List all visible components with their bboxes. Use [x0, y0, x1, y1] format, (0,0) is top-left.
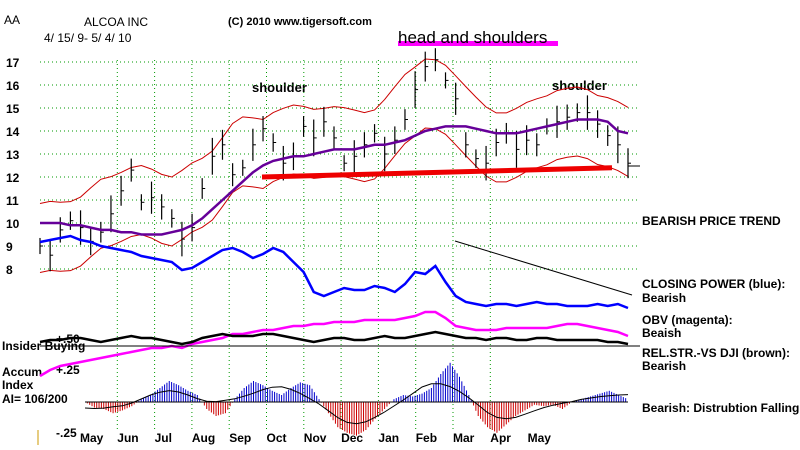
price-tick-label: 12: [6, 171, 20, 185]
month-label: Jan: [378, 431, 399, 445]
month-label: May: [528, 431, 552, 445]
accum-label-line-2: Index: [2, 378, 34, 392]
neckline: [261, 165, 613, 180]
moving-average-line: [40, 118, 629, 236]
month-label: Jun: [117, 431, 138, 445]
rel-strength-line: [39, 330, 629, 346]
rel-strength-label: REL.STR.-VS DJI (brown):: [642, 346, 790, 360]
month-label: Mar: [453, 431, 475, 445]
price-tick-label: 15: [6, 102, 20, 116]
price-tick-label: 13: [6, 148, 20, 162]
month-label: Nov: [304, 431, 327, 445]
price-tick-label: 16: [6, 79, 20, 93]
price-axis: 17 16 15 14 13 12 11 10 9 8: [6, 56, 20, 277]
month-label: Jul: [155, 431, 172, 445]
closing-power-trendline: [454, 240, 633, 296]
price-bars: [39, 48, 631, 272]
price-tick-label: 8: [6, 263, 13, 277]
pattern-title-underline: [398, 41, 558, 46]
trend-label: BEARISH PRICE TREND: [642, 214, 781, 228]
accum-histogram: [84, 362, 629, 436]
month-label: Sep: [229, 431, 251, 445]
month-label: Oct: [267, 431, 287, 445]
copyright: (C) 2010 www.tigersoft.com: [228, 16, 372, 28]
obv-status: Beaish: [642, 326, 681, 340]
bollinger-bands: [39, 58, 629, 273]
closing-power-status: Bearish: [642, 291, 686, 305]
accum-average-line: [84, 383, 629, 425]
grid: [40, 60, 640, 430]
price-tick-label: 17: [6, 56, 20, 70]
month-axis: May Jun Jul Aug Sep Oct Nov Dec Jan Feb Mar Apr May: [80, 431, 551, 445]
month-label: Dec: [341, 431, 363, 445]
moving-average-layer: [40, 118, 640, 236]
upper-band-line: [39, 58, 629, 204]
month-label: Apr: [490, 431, 511, 445]
shoulder-left-label: shoulder: [252, 80, 307, 95]
accum-label-line-1: Accum: [2, 365, 42, 379]
obv-line: [39, 310, 629, 378]
price-tick-label: 14: [6, 125, 20, 139]
company-name: ALCOA INC: [84, 15, 148, 29]
accum-tick-minus25: -.25: [56, 426, 77, 440]
accum-label-line-3: AI= 106/200: [2, 392, 68, 406]
shoulder-right-label: shoulder: [552, 78, 607, 93]
obv-label: OBV (magenta):: [642, 313, 733, 327]
accum-status: Bearish: Distrubtion Falling.: [642, 401, 800, 415]
price-tick-label: 9: [6, 240, 13, 254]
pattern-title: head and shoulders: [398, 28, 547, 47]
month-label: May: [80, 431, 104, 445]
rel-strength-status: Bearish: [642, 359, 686, 373]
date-range: 4/ 15/ 9- 5/ 4/ 10: [44, 31, 132, 45]
price-tick-label: 10: [6, 217, 20, 231]
closing-power-line: [39, 234, 629, 310]
month-label: Feb: [416, 431, 437, 445]
price-tick-label: 11: [6, 194, 19, 208]
month-label: Aug: [192, 431, 215, 445]
ticker: AA: [4, 13, 20, 27]
closing-power-label: CLOSING POWER (blue):: [642, 277, 785, 291]
indicator-layer: [39, 234, 640, 378]
